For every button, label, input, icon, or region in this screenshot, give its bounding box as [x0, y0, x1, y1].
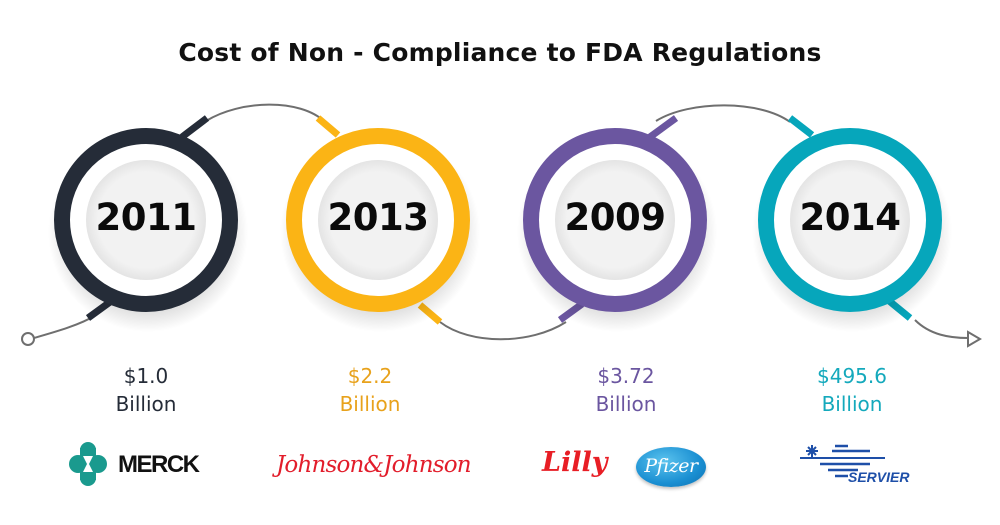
- circle-2013: [280, 128, 480, 332]
- timeline-start-icon: [21, 332, 35, 346]
- johnson-and-johnson-logo: Johnson&Johnson: [276, 452, 472, 478]
- amount-2013: $2.2 Billion: [270, 362, 470, 418]
- pfizer-logo: Pfizer: [636, 447, 706, 487]
- pfizer-logo-text: Pfizer: [644, 455, 698, 477]
- amount-unit: Billion: [595, 392, 657, 416]
- circle-2014: [752, 128, 952, 332]
- merck-logo-text: MERCK: [118, 451, 200, 478]
- page-title: Cost of Non - Compliance to FDA Regulati…: [178, 38, 822, 67]
- year-label: 2014: [799, 196, 901, 239]
- amount-2009: $3.72 Billion: [526, 362, 726, 418]
- amount-value: $2.2: [347, 364, 393, 388]
- year-label: 2013: [327, 196, 429, 239]
- merck-logo-icon: [69, 442, 107, 486]
- timeline-arrow-icon: [967, 330, 982, 348]
- year-label: 2009: [564, 196, 666, 239]
- amount-value: $495.6: [817, 364, 887, 388]
- merck-logo: MERCK: [70, 446, 220, 486]
- amount-value: $1.0: [123, 364, 169, 388]
- servier-logo-text: SERVIER: [848, 469, 910, 485]
- circle-2009: [517, 128, 717, 332]
- amount-2014: $495.6 Billion: [752, 362, 952, 418]
- lilly-logo: Lilly: [542, 447, 608, 478]
- circle-2011: [48, 128, 248, 332]
- amount-unit: Billion: [115, 392, 177, 416]
- year-label: 2011: [95, 196, 197, 239]
- amount-unit: Billion: [821, 392, 883, 416]
- amount-2011: $1.0 Billion: [46, 362, 246, 418]
- servier-logo-icon: [800, 444, 885, 478]
- amount-unit: Billion: [339, 392, 401, 416]
- amount-value: $3.72: [597, 364, 655, 388]
